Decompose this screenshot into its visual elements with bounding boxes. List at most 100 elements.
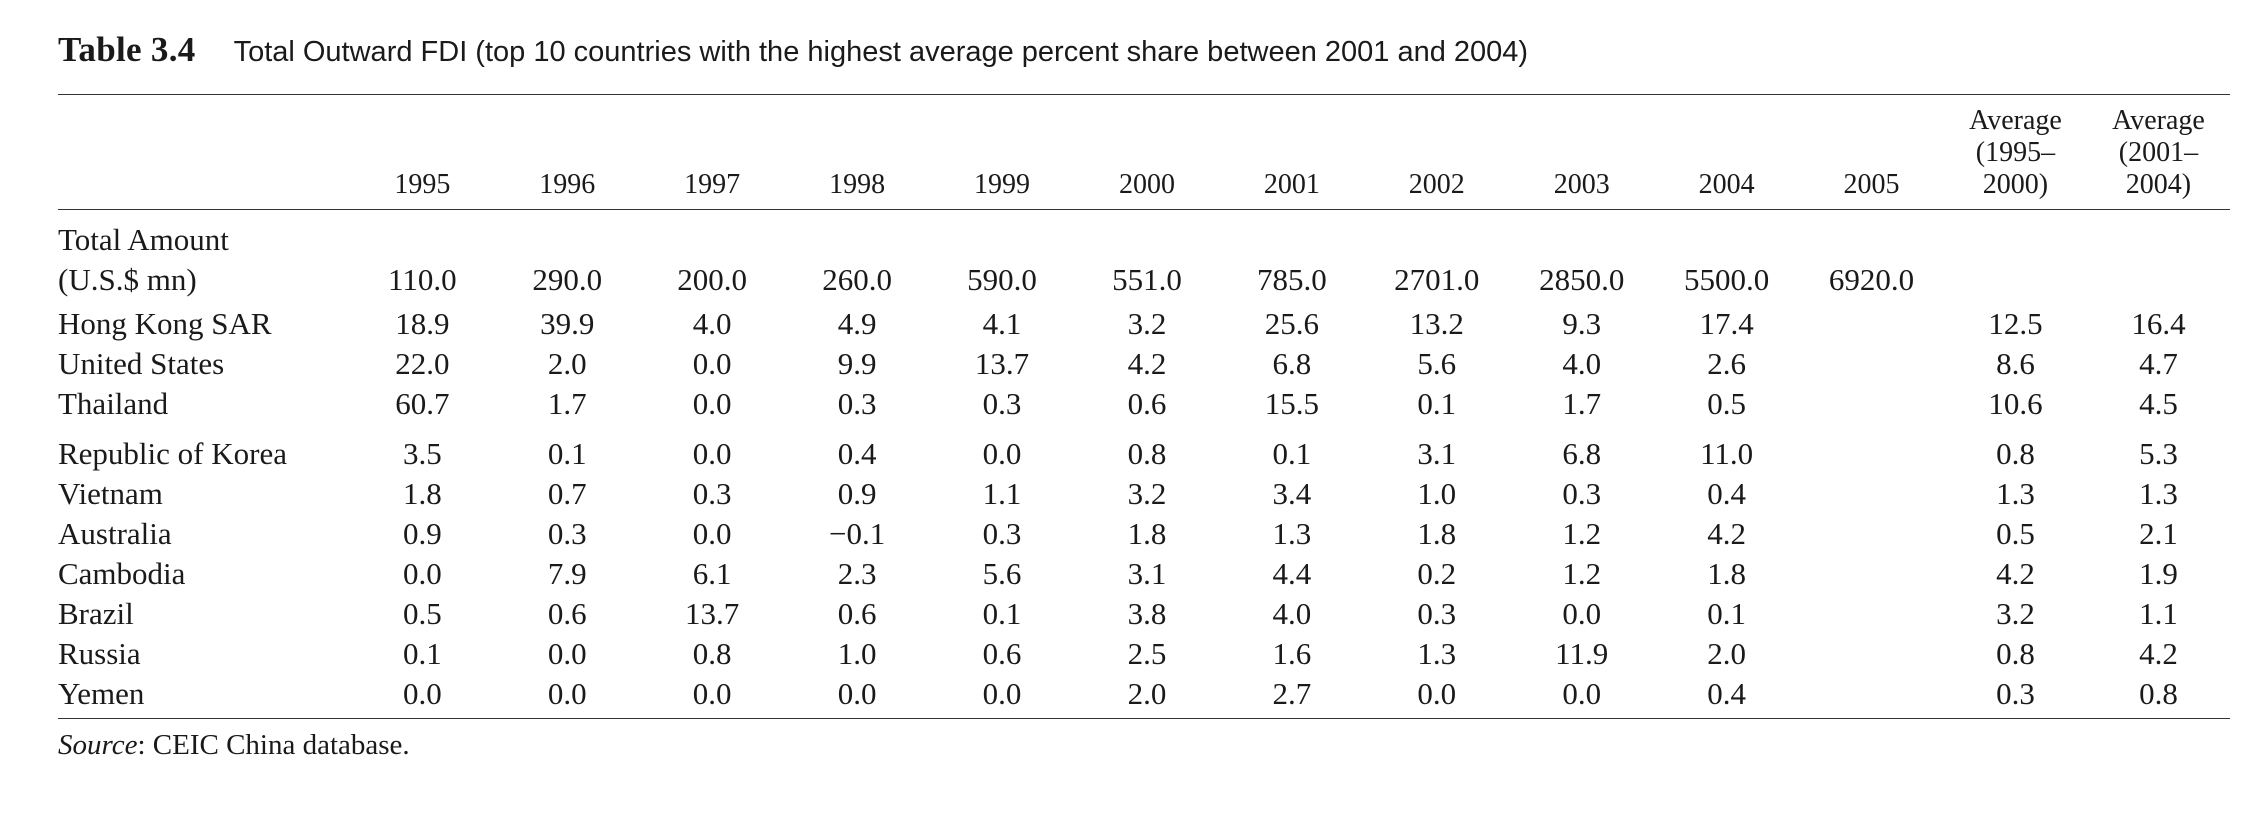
share-cell: 0.7 [547, 476, 587, 511]
year-header: 2001 [1219, 95, 1365, 210]
table-title: Total Outward FDI (top 10 countries with… [233, 36, 1529, 68]
average-2001-2004-cell: 16.4 [2131, 306, 2186, 341]
year-header: 1997 [639, 95, 785, 210]
share-cell: 5.6 [1417, 346, 1457, 381]
share-cell: 4.2 [1127, 346, 1167, 381]
share-cell: 4.9 [837, 306, 877, 341]
average-2001-2004-cell: 4.5 [2139, 386, 2178, 421]
share-cell: 0.0 [692, 386, 732, 421]
share-cell: 0.0 [982, 436, 1022, 471]
empty-cell [1944, 210, 2087, 305]
top-rule [58, 94, 2230, 95]
share-cell [1799, 384, 1944, 424]
share-cell: 2.6 [1707, 346, 1746, 381]
share-cell: 2.5 [1127, 636, 1167, 671]
header-blank [58, 95, 350, 210]
share-cell [1799, 634, 1944, 674]
share-cell: 4.0 [1562, 346, 1602, 381]
share-cell: 4.0 [1272, 596, 1312, 631]
share-cell: 0.1 [1707, 596, 1746, 631]
share-cell: 0.6 [1127, 386, 1167, 421]
share-cell: 0.3 [1562, 476, 1602, 511]
table-row: Thailand 60.7 1.7 0.0 0.3 0.3 0.6 15.5 0.1 1.7 0.5… [58, 384, 2230, 424]
share-cell: 0.0 [1509, 674, 1655, 719]
average-1995-2000-cell: 1.3 [1996, 476, 2035, 511]
total-amount-cell: 290.0 [532, 262, 603, 297]
source-label: Source [58, 729, 138, 761]
total-amount-cell: 260.0 [822, 262, 892, 297]
table-row: Vietnam 1.8 0.7 0.3 0.9 1.1 3.2 3.4 1.0 0.3 0.4 1.3… [58, 474, 2230, 514]
share-cell: 0.0 [494, 674, 640, 719]
share-cell: 0.5 [402, 596, 442, 631]
share-cell: 9.9 [837, 346, 877, 381]
share-cell: 0.4 [1654, 674, 1800, 719]
average-1995-2000-cell: 8.6 [1996, 346, 2035, 381]
average-1995-2000-cell: 4.2 [1996, 556, 2035, 591]
share-cell: 1.8 [402, 476, 442, 511]
country-name: Hong Kong SAR [58, 306, 272, 341]
total-amount-cell: 785.0 [1256, 262, 1327, 297]
country-name: Yemen [58, 674, 350, 719]
average-1995-2000-header: Average (1995– 2000) [1944, 95, 2087, 210]
source-note: Source: CEIC China database. [58, 729, 2230, 762]
share-cell: 1.8 [1707, 556, 1746, 591]
share-cell: 0.0 [639, 674, 785, 719]
country-name: Republic of Korea [58, 436, 287, 471]
share-cell: 13.2 [1409, 306, 1464, 341]
table-row: Australia 0.9 0.3 0.0 −0.1 0.3 1.8 1.3 1.8 1.2 4.2… [58, 514, 2230, 554]
share-cell: 0.6 [547, 596, 587, 631]
share-cell: 4.2 [1707, 516, 1746, 551]
table-row: Hong Kong SAR 18.9 39.9 4.0 4.9 4.1 3.2 25.6 13.… [58, 304, 2230, 344]
share-cell: 0.3 [982, 516, 1022, 551]
total-amount-cell: 5500.0 [1684, 262, 1770, 297]
share-cell: 9.3 [1562, 306, 1602, 341]
share-cell: 0.0 [402, 556, 442, 591]
share-cell: 2.3 [837, 556, 877, 591]
table-caption: Table 3.4 Total Outward FDI (top 10 coun… [58, 30, 2230, 94]
share-cell: 0.9 [402, 516, 442, 551]
share-cell: 1.1 [982, 476, 1022, 511]
country-name: Russia [58, 636, 141, 671]
share-cell: 15.5 [1264, 386, 1319, 421]
share-cell: 1.0 [1417, 476, 1457, 511]
share-cell: 1.2 [1562, 556, 1602, 591]
share-cell: 1.8 [1127, 516, 1167, 551]
share-cell: 0.0 [692, 346, 732, 381]
average-2001-2004-cell: 4.2 [2139, 636, 2178, 671]
country-name: Vietnam [58, 476, 163, 511]
share-cell: 13.7 [685, 596, 740, 631]
share-cell: 2.7 [1219, 674, 1365, 719]
country-name: Brazil [58, 596, 134, 631]
share-cell: 0.3 [837, 386, 877, 421]
share-cell [1799, 344, 1944, 384]
share-cell: 0.3 [547, 516, 587, 551]
header-line: Average [2112, 105, 2205, 136]
average-2001-2004-header: Average (2001– 2004) [2086, 95, 2230, 210]
header-line: Average [1969, 105, 2062, 136]
table-row: Republic of Korea 3.5 0.1 0.0 0.4 0.0 0.8 0.1 3.… [58, 424, 2230, 474]
share-cell: 0.3 [982, 386, 1022, 421]
share-cell: 0.0 [1364, 674, 1510, 719]
empty-cell [2087, 210, 2230, 305]
share-cell: 0.0 [784, 674, 930, 719]
share-cell: 1.7 [1562, 386, 1602, 421]
total-amount-label: Total Amount (U.S.$ mn) [58, 210, 350, 305]
share-cell: 1.8 [1417, 516, 1457, 551]
share-cell: 13.7 [974, 346, 1030, 381]
average-2001-2004-cell: 1.3 [2139, 476, 2178, 511]
average-1995-2000-cell: 10.6 [1988, 386, 2043, 421]
share-cell: 0.1 [982, 596, 1022, 631]
header-line: 2004) [2125, 169, 2192, 200]
share-cell: 1.3 [1272, 516, 1312, 551]
average-1995-2000-cell: 0.8 [1996, 436, 2035, 471]
share-cell [1799, 514, 1944, 554]
share-cell: 0.0 [1562, 596, 1602, 631]
total-amount-cell: 2701.0 [1394, 262, 1480, 297]
share-cell: 0.0 [547, 636, 587, 671]
total-amount-label-line1: Total Amount [58, 222, 229, 257]
share-cell: 0.8 [692, 636, 732, 671]
table-number: Table 3.4 [58, 30, 196, 69]
source-text: : CEIC China database. [137, 729, 410, 761]
share-cell [1799, 474, 1944, 514]
share-cell: 0.1 [1417, 386, 1457, 421]
